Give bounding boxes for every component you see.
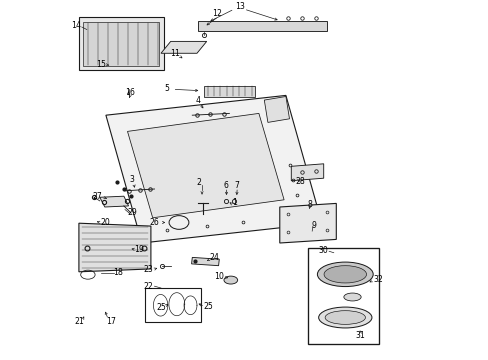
Polygon shape: [291, 164, 323, 181]
Ellipse shape: [343, 293, 361, 301]
Polygon shape: [83, 22, 159, 66]
Polygon shape: [79, 17, 163, 70]
Text: 27: 27: [93, 192, 102, 201]
Bar: [308, 248, 378, 344]
Text: 26: 26: [149, 218, 159, 227]
Ellipse shape: [325, 311, 365, 324]
Bar: [145, 288, 201, 322]
Polygon shape: [161, 41, 206, 53]
Ellipse shape: [317, 262, 372, 287]
Text: 21: 21: [75, 317, 84, 325]
Text: 10: 10: [214, 272, 224, 281]
Text: 13: 13: [235, 2, 244, 11]
Text: 17: 17: [105, 317, 115, 325]
Text: 9: 9: [310, 220, 315, 230]
Text: 8: 8: [307, 200, 312, 209]
Text: 1: 1: [231, 198, 236, 207]
Text: 6: 6: [223, 181, 228, 190]
Text: 22: 22: [143, 282, 153, 291]
Text: 25: 25: [156, 303, 165, 312]
Text: 15: 15: [96, 60, 106, 69]
Text: 7: 7: [234, 181, 239, 190]
Text: 18: 18: [113, 269, 122, 277]
Text: 16: 16: [125, 89, 135, 98]
Text: 23: 23: [143, 265, 153, 274]
Text: 14: 14: [71, 22, 81, 31]
Polygon shape: [127, 113, 284, 218]
Text: 30: 30: [318, 246, 328, 255]
Text: 3: 3: [129, 175, 134, 184]
Polygon shape: [204, 86, 255, 97]
Polygon shape: [197, 21, 326, 31]
Ellipse shape: [224, 276, 237, 284]
Text: 31: 31: [355, 331, 365, 340]
Ellipse shape: [324, 266, 366, 283]
Text: 32: 32: [373, 274, 383, 284]
Polygon shape: [79, 223, 151, 272]
Text: 19: 19: [134, 245, 144, 253]
Ellipse shape: [318, 307, 371, 328]
Text: 11: 11: [170, 49, 180, 58]
Text: 28: 28: [295, 177, 305, 186]
Polygon shape: [106, 95, 321, 243]
Text: 25: 25: [203, 302, 213, 311]
Polygon shape: [191, 257, 219, 266]
Polygon shape: [264, 96, 289, 122]
Text: 5: 5: [164, 84, 169, 93]
Text: 20: 20: [100, 218, 109, 227]
Text: 4: 4: [196, 96, 201, 105]
Text: 24: 24: [208, 253, 219, 262]
Polygon shape: [100, 196, 128, 207]
Text: 29: 29: [127, 208, 137, 217]
Text: 12: 12: [212, 9, 222, 18]
Polygon shape: [279, 203, 336, 243]
Text: 2: 2: [196, 179, 201, 188]
